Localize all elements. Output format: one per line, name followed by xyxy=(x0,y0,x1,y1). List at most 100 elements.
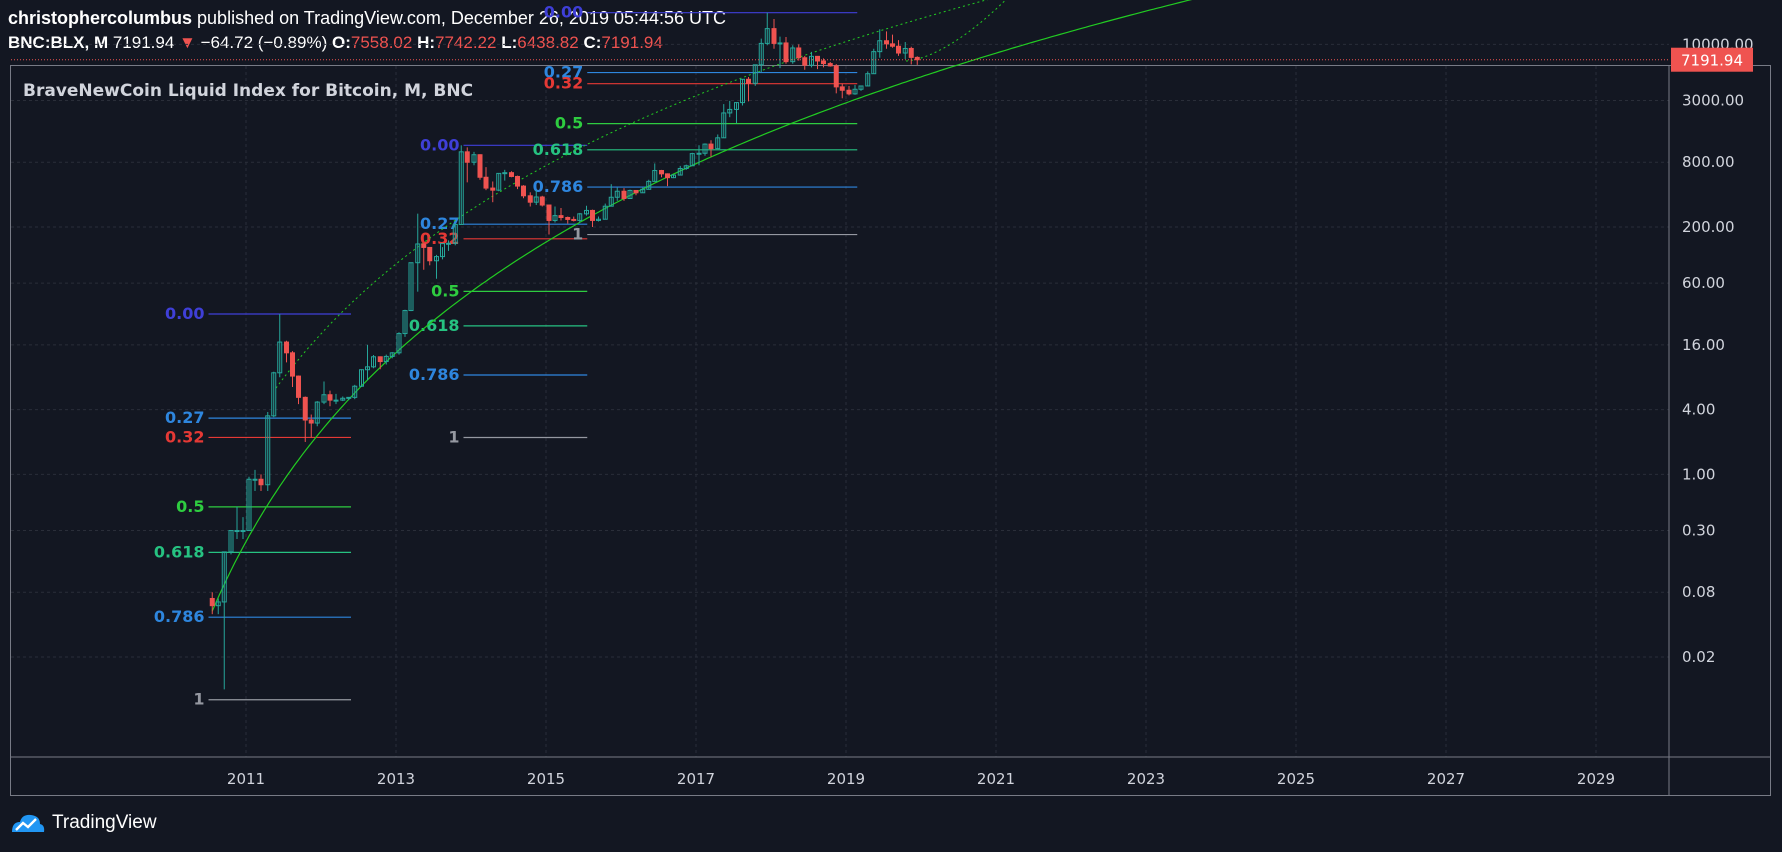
candle-body xyxy=(458,151,464,225)
candle-body xyxy=(340,397,346,401)
candle-body xyxy=(659,170,664,175)
fib-level-label: 0.786 xyxy=(154,607,205,626)
open-value: 7558.02 xyxy=(350,33,413,52)
candle-body xyxy=(308,419,314,424)
candle-body xyxy=(427,246,433,262)
candle-body xyxy=(584,209,589,215)
candle-body xyxy=(858,85,864,90)
candle-body xyxy=(777,42,783,45)
x-tick-label: 2021 xyxy=(977,770,1015,788)
candle-body xyxy=(633,189,639,194)
candle-body xyxy=(702,143,708,154)
candle-body xyxy=(646,180,652,190)
fib-level-label: 0.32 xyxy=(544,74,583,93)
candle-body xyxy=(539,196,545,206)
candle-body xyxy=(790,47,796,63)
candle-body xyxy=(490,187,496,191)
candle-body xyxy=(596,218,601,221)
y-tick-label: 4.00 xyxy=(1682,401,1715,419)
candle-body xyxy=(402,310,408,335)
brand-label: TradingView xyxy=(52,812,157,833)
fib-level-label: 0.00 xyxy=(420,135,459,154)
candle-body xyxy=(865,73,871,87)
candle-body xyxy=(440,243,445,258)
candle-body xyxy=(746,78,751,84)
candle-body xyxy=(421,243,427,248)
candle-body xyxy=(758,42,764,66)
cloud-logo-icon xyxy=(12,814,45,832)
candle-body xyxy=(665,173,670,179)
candle-body xyxy=(577,213,583,221)
candle-body xyxy=(496,172,502,191)
fib-level-label: 0.618 xyxy=(533,140,584,159)
chart-title: BraveNewCoin Liquid Index for Bitcoin, M… xyxy=(23,81,473,101)
down-arrow-icon: ▼ xyxy=(179,33,196,52)
candle-body xyxy=(284,341,289,354)
candle-body xyxy=(302,396,308,421)
candle-body xyxy=(696,152,702,155)
candle-body xyxy=(258,478,264,486)
quote-line: BNC:BLX, M 7191.94 ▼ −64.72 (−0.89%) O:7… xyxy=(8,33,663,53)
candle-body xyxy=(833,65,839,88)
candle-body xyxy=(558,215,564,218)
candle-body xyxy=(552,215,558,221)
candle-body xyxy=(333,399,339,402)
fib-level-label: 0.618 xyxy=(154,542,205,561)
candle-body xyxy=(802,57,808,66)
candle-body xyxy=(377,356,383,363)
fib-level-label: 0.786 xyxy=(533,177,584,196)
x-tick-label: 2011 xyxy=(227,770,265,788)
candle-body xyxy=(546,204,552,221)
fib-level-label: 0.00 xyxy=(544,3,583,22)
candle-body xyxy=(839,86,845,91)
candle-body xyxy=(321,394,327,403)
chart-panel[interactable] xyxy=(10,65,1771,796)
candle-body xyxy=(240,530,246,533)
candle-body xyxy=(265,415,271,486)
low-value: 6438.82 xyxy=(517,33,579,52)
fib-level-label: 0.27 xyxy=(165,408,204,427)
y-tick-label: 3000.00 xyxy=(1682,92,1744,110)
price-change: −64.72 (−0.89%) xyxy=(200,33,328,52)
y-tick-label: 0.30 xyxy=(1682,522,1715,540)
candle-body xyxy=(252,478,258,481)
x-tick-label: 2017 xyxy=(677,770,715,788)
candle-body xyxy=(902,47,908,54)
candle-body xyxy=(783,42,789,63)
candle-body xyxy=(277,341,283,374)
candle-body xyxy=(640,188,646,194)
x-tick-label: 2025 xyxy=(1277,770,1315,788)
candle-body xyxy=(877,40,883,53)
y-tick-label: 16.00 xyxy=(1682,336,1725,354)
fib-level-label: 1 xyxy=(572,225,583,244)
fib-level-label: 1 xyxy=(193,690,204,709)
y-tick-label: 0.02 xyxy=(1682,648,1715,666)
x-tick-label: 2019 xyxy=(827,770,865,788)
candle-body xyxy=(908,47,914,58)
candle-body xyxy=(483,176,489,189)
candle-body xyxy=(727,108,733,114)
candle-body xyxy=(408,262,414,312)
candle-body xyxy=(652,170,658,182)
last-price-label: 7191.94 xyxy=(1681,52,1743,70)
candle-body xyxy=(209,597,215,607)
author-name[interactable]: christophercolumbus xyxy=(8,8,193,28)
fib-level-label: 0.786 xyxy=(409,365,460,384)
candle-body xyxy=(396,333,402,354)
candle-body xyxy=(371,356,376,368)
fib-level-label: 0.27 xyxy=(420,214,459,233)
candle-body xyxy=(884,40,889,45)
candle-body xyxy=(296,375,301,398)
candle-body xyxy=(327,394,333,401)
candle-body xyxy=(734,102,739,110)
close-value: 7191.94 xyxy=(601,33,663,52)
candle-body xyxy=(565,216,571,220)
candle-body xyxy=(502,172,508,175)
x-tick-label: 2023 xyxy=(1127,770,1165,788)
candle-body xyxy=(509,172,514,177)
candle-body xyxy=(590,209,595,221)
candle-body xyxy=(627,189,633,200)
tradingview-logo[interactable]: TradingView xyxy=(10,812,157,834)
candle-body xyxy=(434,256,439,262)
